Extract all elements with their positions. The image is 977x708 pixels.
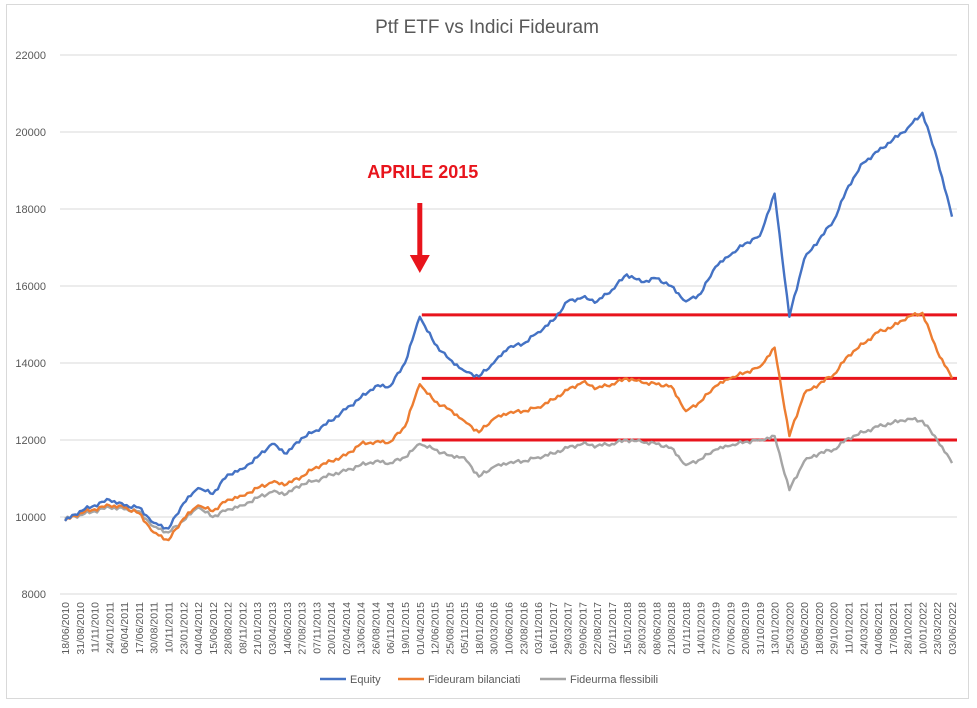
x-tick-label: 23/03/2022 (932, 602, 944, 655)
annotation-arrow-head (409, 255, 430, 273)
x-tick-label: 28/10/2021 (903, 602, 915, 655)
y-tick-label: 20000 (15, 127, 46, 139)
x-tick-label: 22/08/2017 (592, 602, 604, 655)
x-tick-label: 20/01/2014 (326, 602, 338, 655)
x-tick-label: 17/08/2021 (888, 602, 900, 655)
x-tick-label: 06/11/2014 (385, 602, 397, 654)
legend: Equity Fideuram bilanciati Fideurma flessi… (320, 674, 658, 686)
legend-label: Fideurma flessibili (570, 674, 658, 686)
y-tick-label: 14000 (15, 358, 46, 370)
x-tick-label: 27/03/2019 (710, 602, 722, 655)
x-tick-label: 14/06/2013 (282, 602, 294, 655)
x-tick-label: 26/08/2014 (370, 602, 382, 655)
x-tick-label: 21/01/2013 (252, 602, 264, 655)
x-tick-label: 04/06/2021 (873, 602, 885, 655)
x-tick-label: 07/11/2013 (311, 602, 323, 654)
x-tick-label: 03/04/2013 (267, 602, 279, 655)
x-axis: 18/06/2010 31/08/2010 11/11/2010 24/01/2011… (60, 602, 959, 655)
x-tick-label: 06/04/2011 (119, 602, 131, 654)
annotation: APRILE 2015 (367, 162, 478, 273)
x-tick-label: 25/08/2015 (444, 602, 456, 655)
x-tick-label: 29/03/2017 (563, 602, 575, 655)
y-tick-label: 12000 (15, 435, 46, 447)
x-tick-label: 28/03/2018 (637, 602, 649, 655)
x-tick-label: 19/01/2015 (400, 602, 412, 655)
y-axis: 8000 10000 12000 14000 16000 18000 20000 22000 (15, 50, 46, 601)
series-line-fideuram-bilanciati (64, 311, 954, 542)
y-tick-label: 8000 (22, 589, 46, 601)
x-tick-label: 28/08/2012 (223, 602, 235, 655)
x-tick-label: 09/06/2017 (577, 602, 589, 655)
y-tick-label: 22000 (15, 50, 46, 62)
grid (60, 54, 957, 595)
x-tick-label: 24/03/2021 (858, 602, 870, 655)
legend-label: Equity (350, 674, 381, 686)
x-tick-label: 02/04/2014 (341, 602, 353, 655)
x-tick-label: 13/01/2020 (770, 602, 782, 655)
x-tick-label: 23/01/2012 (178, 602, 190, 655)
x-tick-label: 30/03/2016 (489, 602, 501, 655)
x-tick-label: 15/01/2018 (622, 602, 634, 655)
x-tick-label: 30/08/2011 (149, 602, 161, 654)
x-tick-label: 04/04/2012 (193, 602, 205, 655)
series-line-equity (64, 111, 954, 530)
x-tick-label: 27/08/2013 (297, 602, 309, 655)
x-tick-label: 31/08/2010 (75, 602, 87, 655)
x-tick-label: 11/01/2021 (844, 602, 856, 654)
x-tick-label: 10/06/2016 (504, 602, 516, 655)
x-tick-label: 17/06/2011 (134, 602, 146, 654)
x-tick-label: 24/01/2011 (104, 602, 116, 654)
x-tick-label: 03/11/2016 (533, 602, 545, 654)
x-tick-label: 31/10/2019 (755, 602, 767, 655)
x-tick-label: 29/10/2020 (829, 602, 841, 655)
x-tick-label: 25/03/2020 (784, 602, 796, 655)
x-tick-label: 05/06/2020 (799, 602, 811, 655)
y-tick-label: 16000 (15, 281, 46, 293)
chart-title: Ptf ETF vs Indici Fideuram (375, 17, 599, 38)
series-line-fideurma-flessibili (64, 416, 954, 534)
x-tick-label: 13/06/2014 (356, 602, 368, 655)
x-tick-label: 18/06/2010 (60, 602, 72, 655)
x-tick-label: 14/01/2019 (696, 602, 708, 655)
x-tick-label: 07/06/2019 (725, 602, 737, 655)
x-tick-label: 05/11/2015 (459, 602, 471, 654)
chart-frame (6, 4, 969, 699)
x-tick-label: 20/08/2019 (740, 602, 752, 655)
x-tick-label: 08/06/2018 (651, 602, 663, 655)
x-tick-label: 15/06/2012 (208, 602, 220, 655)
x-tick-label: 18/01/2016 (474, 602, 486, 655)
series-lines (64, 111, 954, 542)
y-tick-label: 10000 (15, 512, 46, 524)
x-tick-label: 23/08/2016 (518, 602, 530, 655)
x-tick-label: 21/08/2018 (666, 602, 678, 655)
annotation-label: APRILE 2015 (367, 162, 478, 182)
x-tick-label: 03/06/2022 (947, 602, 959, 655)
x-tick-label: 01/04/2015 (415, 602, 427, 655)
x-tick-label: 02/11/2017 (607, 602, 619, 654)
x-tick-label: 12/06/2015 (430, 602, 442, 655)
x-tick-label: 08/11/2012 (237, 602, 249, 654)
x-tick-label: 11/11/2010 (90, 602, 102, 653)
x-tick-label: 18/08/2020 (814, 602, 826, 655)
reference-lines (421, 313, 957, 442)
x-tick-label: 16/01/2017 (548, 602, 560, 655)
x-tick-label: 10/11/2011 (163, 602, 175, 653)
x-tick-label: 01/11/2018 (681, 602, 693, 654)
x-tick-label: 10/01/2022 (917, 602, 929, 655)
y-tick-label: 18000 (15, 204, 46, 216)
legend-label: Fideuram bilanciati (428, 674, 520, 686)
